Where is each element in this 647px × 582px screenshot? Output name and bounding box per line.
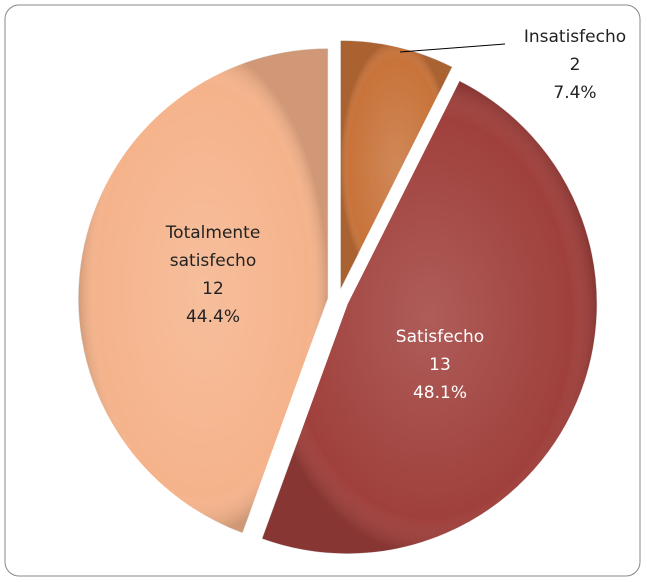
category-label: Totalmente satisfecho — [165, 223, 261, 271]
percent-label: 44.4% — [185, 307, 240, 327]
category-label: Insatisfecho — [523, 27, 627, 47]
value-label: 2 — [569, 55, 581, 75]
percent-label: 7.4% — [553, 83, 597, 103]
value-label: 13 — [429, 355, 451, 375]
slice-label: Totalmente satisfecho 12 44.4% — [148, 219, 278, 331]
leader-line — [399, 43, 506, 53]
category-label: Satisfecho — [395, 327, 485, 347]
slice-label: Insatisfecho 2 7.4% — [505, 23, 645, 107]
slice-label: Satisfecho 13 48.1% — [370, 323, 510, 407]
value-label: 12 — [202, 279, 224, 299]
percent-label: 48.1% — [412, 383, 467, 403]
